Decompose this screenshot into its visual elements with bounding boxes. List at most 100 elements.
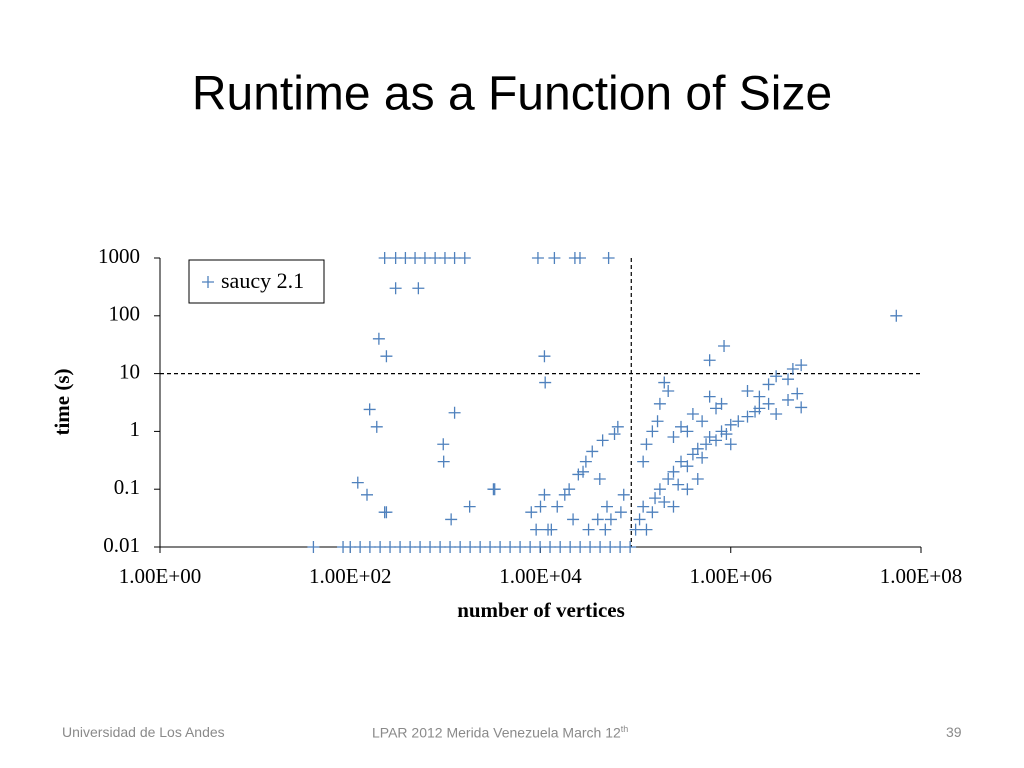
scatter-point xyxy=(378,252,391,264)
scatter-point xyxy=(617,488,630,501)
scatter-point xyxy=(380,506,393,519)
scatter-point xyxy=(637,455,650,468)
scatter-point xyxy=(646,506,659,519)
scatter-point xyxy=(579,455,592,468)
x-tick-label: 1.00E+02 xyxy=(309,564,391,588)
scatter-point xyxy=(604,513,617,526)
scatter-point xyxy=(715,425,728,438)
scatter-point xyxy=(351,476,364,489)
scatter-point xyxy=(594,541,607,553)
y-tick-label: 100 xyxy=(109,302,141,326)
scatter-point xyxy=(584,541,597,553)
footer-center: LPAR 2012 Merida Venezuela March 12th xyxy=(372,724,628,741)
x-tick-label: 1.00E+06 xyxy=(690,564,772,588)
scatter-point xyxy=(782,393,795,406)
scatter-point xyxy=(637,500,650,513)
scatter-point xyxy=(675,455,688,468)
scatter-point xyxy=(724,438,737,451)
scatter-point xyxy=(551,500,564,513)
legend-label: saucy 2.1 xyxy=(221,268,304,293)
scatter-point xyxy=(791,387,804,400)
scatter-point xyxy=(445,513,458,526)
page-number: 39 xyxy=(946,724,962,740)
scatter-point xyxy=(633,513,646,526)
footer-left: Universidad de Los Andes xyxy=(62,724,225,740)
chart: Runtime as a Function of Size number of … xyxy=(50,68,962,622)
scatter-point xyxy=(715,397,728,410)
scatter-point xyxy=(582,523,595,536)
scatter-point xyxy=(563,483,576,496)
scatter-point xyxy=(720,428,733,441)
scatter-point xyxy=(361,488,374,501)
scatter-point xyxy=(573,252,586,264)
scatter-point xyxy=(795,359,808,372)
scatter-point xyxy=(591,513,604,526)
scatter-point xyxy=(646,425,659,438)
scatter-point xyxy=(741,410,754,423)
scatter-point xyxy=(681,460,694,473)
scatter-point xyxy=(448,252,461,264)
scatter-point xyxy=(681,425,694,438)
scatter-point xyxy=(484,541,497,553)
x-axis-label: number of vertices xyxy=(457,598,625,622)
scatter-point xyxy=(389,282,402,295)
scatter-point xyxy=(649,492,662,505)
scatter-point xyxy=(753,390,766,403)
scatter-point xyxy=(577,465,590,478)
scatter-point xyxy=(444,541,457,553)
scatter-point xyxy=(463,500,476,513)
scatter-point xyxy=(600,500,613,513)
scatter-point xyxy=(700,438,713,451)
scatter-point xyxy=(653,483,666,496)
scatter-point xyxy=(753,402,766,415)
scatter-point xyxy=(437,438,450,451)
scatter-point xyxy=(307,541,320,553)
scatter-point xyxy=(662,473,675,486)
scatter-point xyxy=(770,408,783,420)
scatter-point xyxy=(534,500,547,513)
y-tick-label: 0.01 xyxy=(103,533,140,557)
scatter-point xyxy=(488,483,501,496)
scatter-point xyxy=(724,418,737,431)
x-tick-label: 1.00E+00 xyxy=(119,564,201,588)
scatter-point xyxy=(531,252,544,264)
scatter-point xyxy=(640,438,653,451)
scatter-point xyxy=(384,541,397,553)
x-tick-label: 1.00E+04 xyxy=(499,564,582,588)
scatter-point xyxy=(611,420,624,433)
y-axis-label: time (s) xyxy=(50,368,74,435)
scatter-point xyxy=(640,523,653,536)
scatter-point xyxy=(696,451,709,464)
scatter-point xyxy=(539,376,552,389)
scatter-point xyxy=(691,473,704,486)
scatter-point xyxy=(658,496,671,509)
scatter-point xyxy=(394,541,407,553)
scatter-point xyxy=(586,445,599,458)
scatter-point xyxy=(629,523,642,536)
scatter-point xyxy=(538,488,551,501)
scatter-point xyxy=(762,397,775,410)
y-tick-label: 1000 xyxy=(98,244,140,268)
scatter-point xyxy=(370,420,383,433)
scatter-point xyxy=(675,420,688,433)
y-tick-label: 0.1 xyxy=(114,475,140,499)
scatter-point xyxy=(363,403,376,416)
scatter-point xyxy=(691,442,704,455)
scatter-point xyxy=(544,541,557,553)
scatter-point xyxy=(602,252,615,264)
scatter-point xyxy=(703,354,716,367)
legend-marker xyxy=(202,276,214,288)
scatter-point xyxy=(494,541,507,553)
slide-title: Runtime as a Function of Size xyxy=(192,68,832,121)
scatter-point xyxy=(658,376,671,389)
scatter-point xyxy=(424,541,437,553)
scatter-point xyxy=(696,415,709,428)
x-tick-label: 1.00E+08 xyxy=(880,564,962,588)
scatter-point xyxy=(710,434,723,447)
scatter-point xyxy=(703,390,716,403)
y-tick-label: 10 xyxy=(119,359,140,383)
scatter-point xyxy=(786,363,799,376)
scatter-point xyxy=(667,500,680,513)
scatter-point xyxy=(782,373,795,386)
